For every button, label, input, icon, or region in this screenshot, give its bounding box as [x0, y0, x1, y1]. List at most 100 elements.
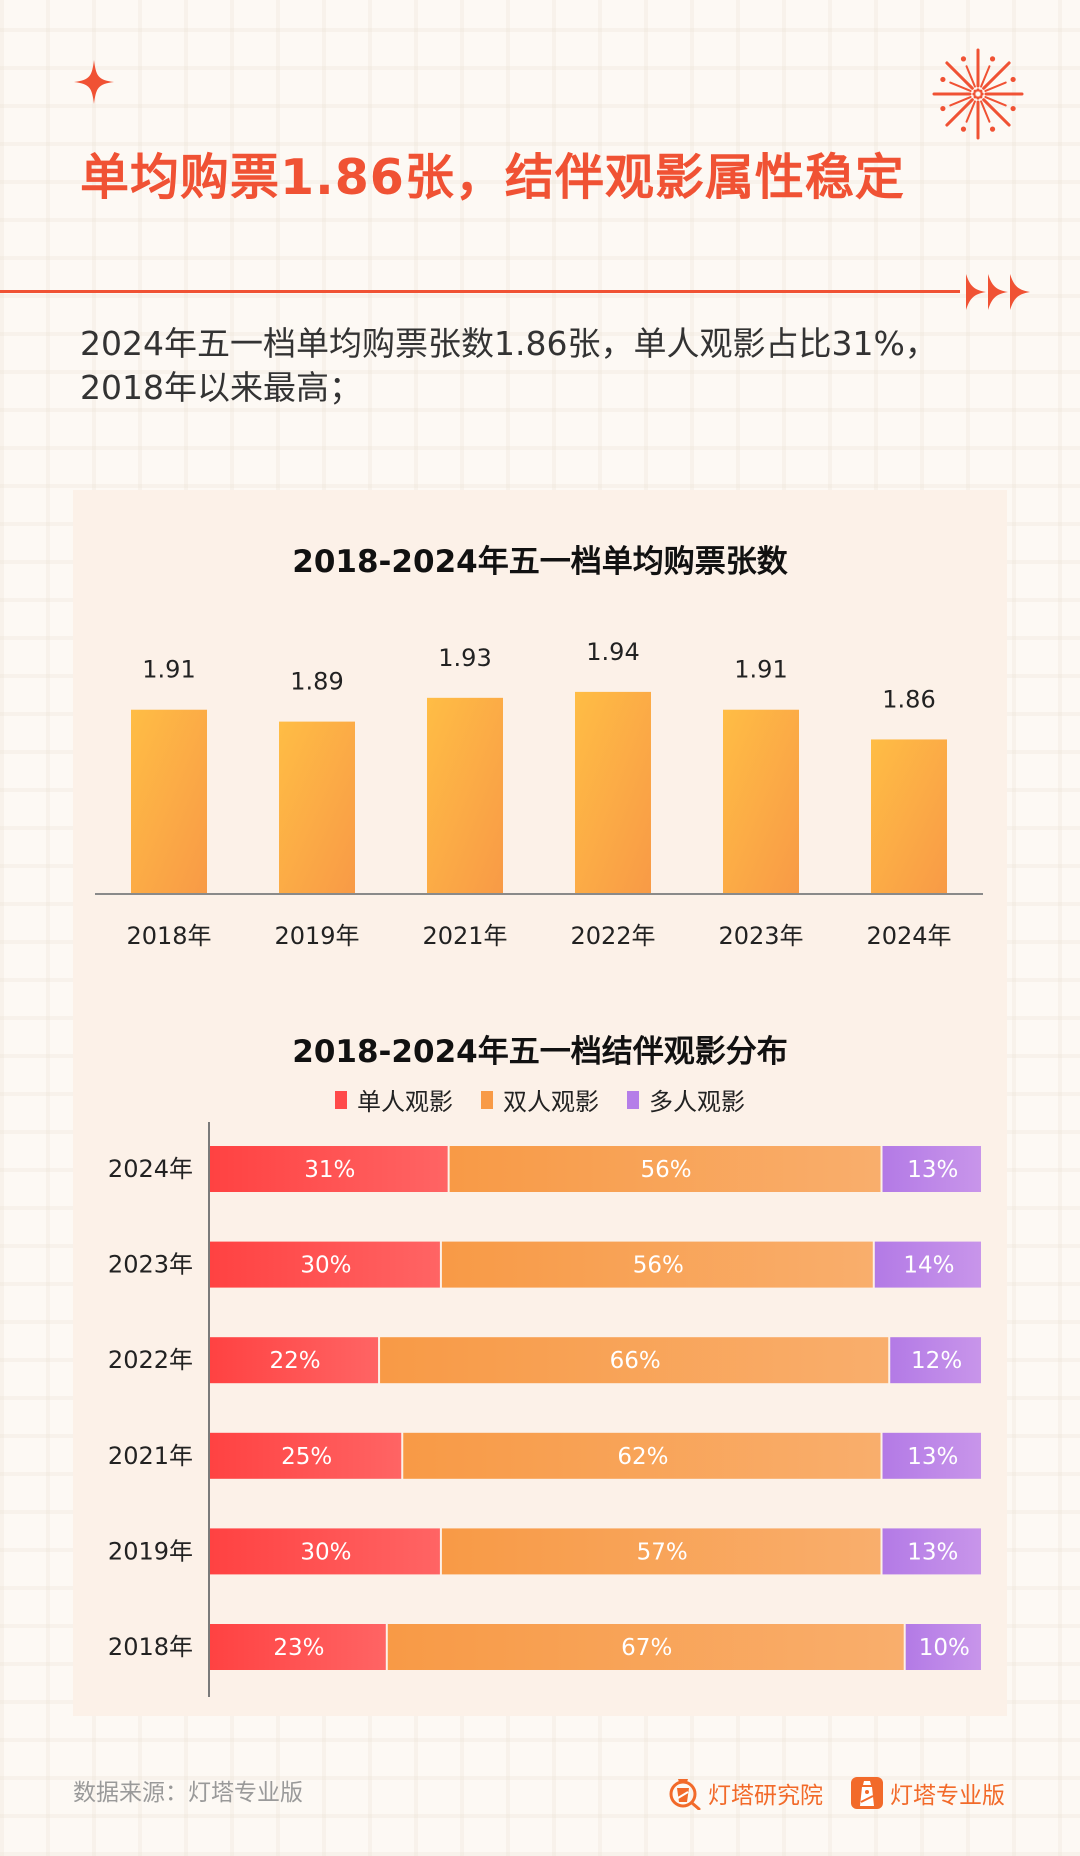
legend-swatch-pair: [481, 1090, 493, 1109]
segment-group: [890, 1337, 981, 1384]
segment-solo: [210, 1241, 440, 1288]
y-tick-label: 2019年: [108, 1537, 193, 1565]
bar-2018年: [131, 709, 207, 894]
bar-value-label: 1.89: [290, 668, 343, 696]
firework-core-dot: [976, 96, 980, 100]
x-tick-label: 2021年: [422, 922, 507, 950]
firework-dot: [940, 76, 946, 83]
bar-2021年: [427, 697, 503, 894]
firework-ray: [984, 81, 1007, 92]
firework-core-dot: [980, 92, 984, 96]
firework-core-dot: [973, 95, 977, 99]
brand-research-institute: 灯塔研究院: [668, 1776, 823, 1810]
lighthouse-magnifier-icon: [669, 1779, 701, 1810]
firework-ray: [965, 100, 976, 123]
stacked-bar-chart: 2024年 31% 56% 13% 2023年 30% 56% 14% 2022年 22% 66% 1…: [108, 1122, 981, 1697]
firework-core-dot: [972, 92, 976, 96]
triple-arrow-icon: [966, 274, 1030, 310]
firework-dot: [1010, 105, 1016, 112]
legend-label: 单人观影: [357, 1088, 453, 1116]
legend-label: 多人观影: [649, 1088, 745, 1116]
firework-dot: [960, 56, 967, 62]
segment-value-label: 25%: [281, 1444, 332, 1470]
lighthouse-app-icon: [851, 1777, 883, 1809]
firework-dot: [989, 56, 996, 62]
brand-label: 灯塔专业版: [890, 1783, 1005, 1809]
firework-core-dot: [973, 89, 977, 93]
segment-solo: [210, 1432, 402, 1479]
segment-value-label: 23%: [273, 1635, 324, 1661]
segment-group: [905, 1624, 981, 1670]
segment-group: [882, 1146, 981, 1192]
segment-value-label: 14%: [903, 1253, 954, 1279]
legend-swatch-group: [627, 1090, 639, 1109]
firework-ray: [982, 61, 1011, 90]
summary-text: 2024年五一档单均购票张数1.86张，单人观影占比31%，2018年以来最高；: [80, 324, 938, 407]
firework-ray: [984, 96, 1007, 107]
x-tick-label: 2024年: [866, 922, 951, 950]
x-tick-label: 2023年: [718, 922, 803, 950]
segment-value-label: 13%: [907, 1539, 958, 1565]
segment-value-label: 12%: [911, 1348, 962, 1374]
page-headline: 单均购票1.86张，结伴观影属性稳定: [80, 149, 905, 206]
segment-value-label: 67%: [621, 1635, 672, 1661]
four-point-star-icon: [74, 60, 114, 104]
legend: 单人观影 双人观影 多人观影: [73, 1082, 1007, 1117]
bar-value-label: 1.91: [142, 656, 195, 684]
divider-line: [0, 290, 960, 293]
segment-pair: [441, 1528, 881, 1575]
x-tick-label: 2019年: [274, 922, 359, 950]
y-tick-label: 2021年: [108, 1442, 193, 1470]
firework-ray: [965, 65, 976, 88]
firework-dot: [940, 105, 946, 112]
segment-solo: [210, 1146, 448, 1192]
brand-pro-edition: 灯塔专业版: [850, 1776, 1005, 1810]
x-tick-label: 2018年: [126, 922, 211, 950]
segment-value-label: 56%: [641, 1157, 692, 1183]
segment-pair: [441, 1241, 873, 1288]
stacked-chart-title: 2018-2024年五一档结伴观影分布: [292, 1034, 788, 1070]
legend-item-pair: 双人观影: [481, 1082, 599, 1117]
segment-value-label: 13%: [907, 1444, 958, 1470]
firework-dot: [960, 126, 967, 132]
firework-core-dot: [976, 88, 980, 92]
bar-2023年: [723, 709, 799, 894]
segment-pair: [403, 1432, 881, 1479]
legend-swatch-solo: [335, 1090, 347, 1109]
segment-value-label: 22%: [269, 1348, 320, 1374]
segment-group: [882, 1528, 981, 1575]
segment-solo: [210, 1624, 386, 1670]
segment-group: [874, 1241, 981, 1288]
firework-icon: [932, 48, 1024, 140]
segment-solo: [210, 1337, 379, 1384]
firework-ray: [945, 61, 974, 90]
bar-value-label: 1.93: [438, 644, 491, 672]
y-tick-label: 2018年: [108, 1633, 193, 1661]
bar-value-label: 1.86: [882, 685, 935, 713]
brand-label: 灯塔研究院: [708, 1783, 823, 1809]
segment-value-label: 56%: [633, 1253, 684, 1279]
segment-value-label: 10%: [919, 1635, 970, 1661]
segment-value-label: 30%: [300, 1253, 351, 1279]
legend-label: 双人观影: [503, 1088, 599, 1116]
x-tick-label: 2022年: [570, 922, 655, 950]
bar-2024年: [871, 739, 947, 894]
firework-ray: [982, 98, 1011, 127]
y-tick-label: 2023年: [108, 1251, 193, 1279]
firework-dot: [989, 126, 996, 132]
legend-item-group: 多人观影: [627, 1082, 745, 1117]
firework-dot: [1010, 76, 1016, 83]
firework-ray: [980, 65, 991, 88]
segment-pair: [449, 1146, 881, 1192]
segment-value-label: 31%: [304, 1157, 355, 1183]
bar-value-label: 1.91: [734, 656, 787, 684]
legend-item-solo: 单人观影: [335, 1082, 453, 1117]
firework-ray: [949, 96, 972, 107]
firework-core-dot: [979, 89, 983, 93]
segment-value-label: 57%: [637, 1539, 688, 1565]
segment-value-label: 66%: [610, 1348, 661, 1374]
segment-value-label: 62%: [617, 1444, 668, 1470]
bar-2022年: [575, 691, 651, 894]
y-tick-label: 2022年: [108, 1346, 193, 1374]
segment-pair: [387, 1624, 904, 1670]
